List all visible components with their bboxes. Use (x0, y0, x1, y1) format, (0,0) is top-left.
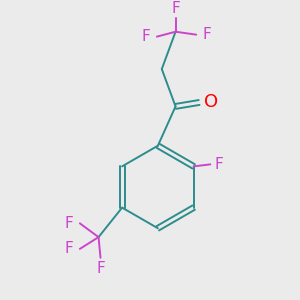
Text: F: F (65, 216, 74, 231)
Text: O: O (204, 94, 218, 112)
Text: F: F (96, 261, 105, 276)
Text: F: F (202, 27, 211, 42)
Text: F: F (142, 29, 150, 44)
Text: F: F (215, 157, 224, 172)
Text: F: F (65, 242, 74, 256)
Text: F: F (171, 1, 180, 16)
